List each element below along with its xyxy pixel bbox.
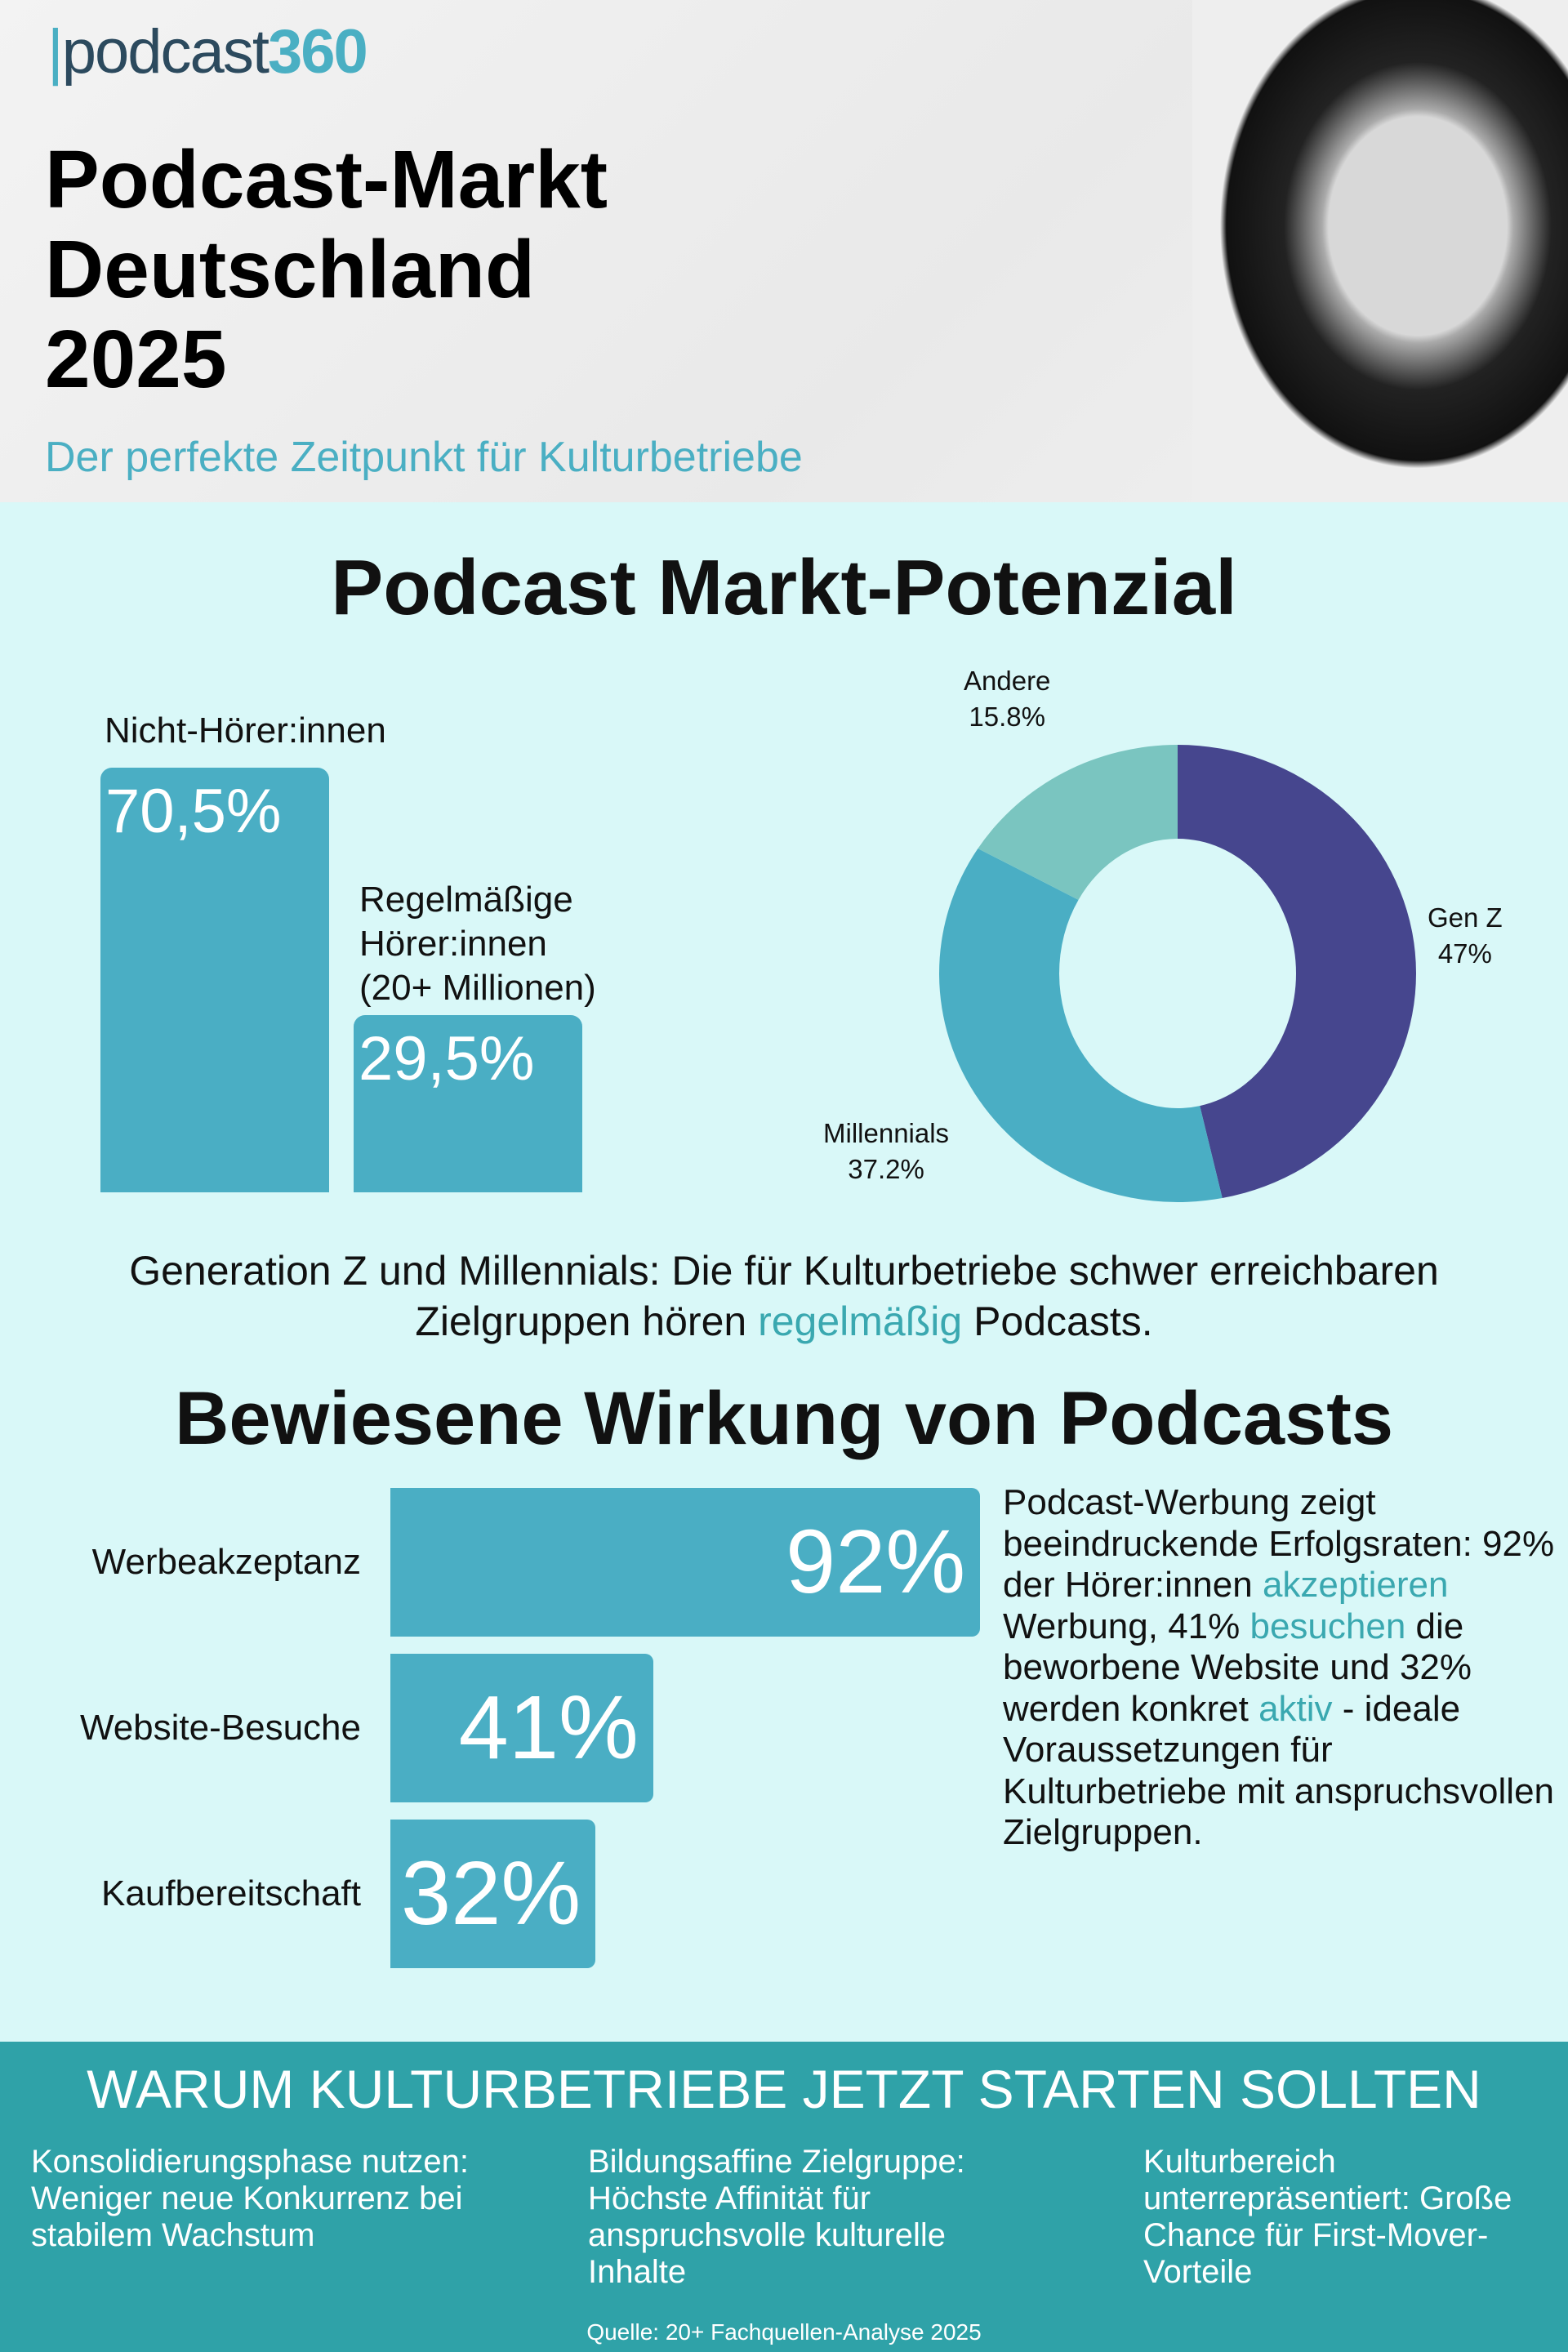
- logo: |podcast360: [47, 17, 368, 87]
- highlight: akzeptieren: [1262, 1565, 1449, 1605]
- slice-name: Andere: [964, 666, 1051, 696]
- slice-name: Gen Z: [1428, 902, 1503, 933]
- donut-slice-gen-z: [1178, 745, 1416, 1199]
- highlight: regelmäßig: [758, 1298, 963, 1344]
- hbar-purchase-intent: 32%: [390, 1820, 596, 1968]
- donut-slice-millennials: [939, 849, 1223, 1202]
- donut-chart: [939, 745, 1416, 1202]
- slice-label-genz: Gen Z 47%: [1428, 900, 1503, 972]
- text: Werbung, 41%: [1003, 1606, 1250, 1646]
- section-title-impact: Bewiesene Wirkung von Podcasts: [174, 1377, 1394, 1460]
- text: Podcast-Werbung zeigt beeindruckende Erf…: [1003, 1482, 1555, 1605]
- hbar-website-visits: 41%: [390, 1654, 653, 1802]
- title-line: Deutschland: [45, 224, 536, 315]
- text: Zielgruppen hören: [415, 1298, 759, 1344]
- label-line: Hörer:innen: [359, 924, 547, 964]
- hbar-value: 41%: [458, 1677, 639, 1778]
- logo-text: podcast: [61, 17, 270, 87]
- footer-column: Konsolidierungsphase nutzen: Weniger neu…: [31, 2144, 469, 2253]
- page-title: Podcast-Markt Deutschland 2025: [45, 135, 608, 404]
- subtitle: Der perfekte Zeitpunkt für Kulturbetrieb…: [45, 434, 803, 481]
- bar-value: 70,5%: [105, 777, 282, 847]
- slice-label-andere: Andere 15.8%: [964, 663, 1050, 735]
- label-line: (20+ Millionen): [359, 968, 596, 1008]
- woman-with-headphones-photo: [1192, 0, 1568, 502]
- hbar-value: 32%: [401, 1843, 581, 1944]
- hbar-value: 92%: [786, 1512, 966, 1612]
- text: Podcasts.: [962, 1298, 1153, 1344]
- text: die beworbene Website und 32% werden kon…: [1003, 1606, 1472, 1729]
- bar-regular-listeners: 29,5%: [354, 1014, 582, 1192]
- slice-value: 47%: [1437, 938, 1492, 969]
- hbar-label: Kaufbereitschaft: [101, 1873, 361, 1913]
- summary-sentence: Generation Z und Millennials: Die für Ku…: [0, 1245, 1568, 1347]
- highlight: aktiv: [1258, 1688, 1333, 1729]
- slice-name: Millennials: [823, 1118, 950, 1148]
- header: |podcast360 Podcast-Markt Deutschland 20…: [0, 0, 1568, 502]
- slice-value: 15.8%: [969, 702, 1045, 732]
- hbar-ad-acceptance: 92%: [390, 1488, 981, 1637]
- bar-non-listeners: 70,5%: [100, 768, 329, 1192]
- footer: WARUM KULTURBETRIEBE JETZT STARTEN SOLLT…: [0, 2042, 1568, 2352]
- bar-label-non-listeners: Nicht-Hörer:innen: [105, 710, 386, 751]
- text: Generation Z und Millennials: Die für Ku…: [129, 1248, 1439, 1294]
- donut-slice-andere: [978, 745, 1178, 900]
- text: - ideale Voraussetzungen für Kulturbetri…: [1003, 1688, 1555, 1853]
- footer-column: Bildungsaffine Zielgruppe: Höchste Affin…: [588, 2144, 965, 2290]
- title-line: Podcast-Markt: [45, 134, 608, 225]
- slice-label-millennials: Millennials 37.2%: [823, 1116, 949, 1187]
- label-line: Regelmäßige: [359, 880, 573, 920]
- highlight: besuchen: [1250, 1606, 1406, 1646]
- footer-column: Kulturbereich unterrepräsentiert: Große …: [1143, 2144, 1512, 2290]
- hbar-label: Werbeakzeptanz: [91, 1542, 361, 1582]
- impact-description: Podcast-Werbung zeigt beeindruckende Erf…: [1003, 1482, 1558, 1854]
- slice-value: 37.2%: [848, 1154, 924, 1184]
- hbar-label: Website-Besuche: [79, 1708, 361, 1748]
- footer-title: WARUM KULTURBETRIEBE JETZT STARTEN SOLLT…: [87, 2059, 1481, 2119]
- source-note: Quelle: 20+ Fachquellen-Analyse 2025: [586, 2319, 982, 2345]
- title-line: 2025: [45, 314, 227, 405]
- section-title-market: Podcast Markt-Potenzial: [331, 544, 1237, 631]
- bar-value: 29,5%: [359, 1023, 535, 1094]
- bar-label-regular-listeners: Regelmäßige Hörer:innen (20+ Millionen): [359, 878, 596, 1010]
- logo-number: 360: [267, 17, 368, 87]
